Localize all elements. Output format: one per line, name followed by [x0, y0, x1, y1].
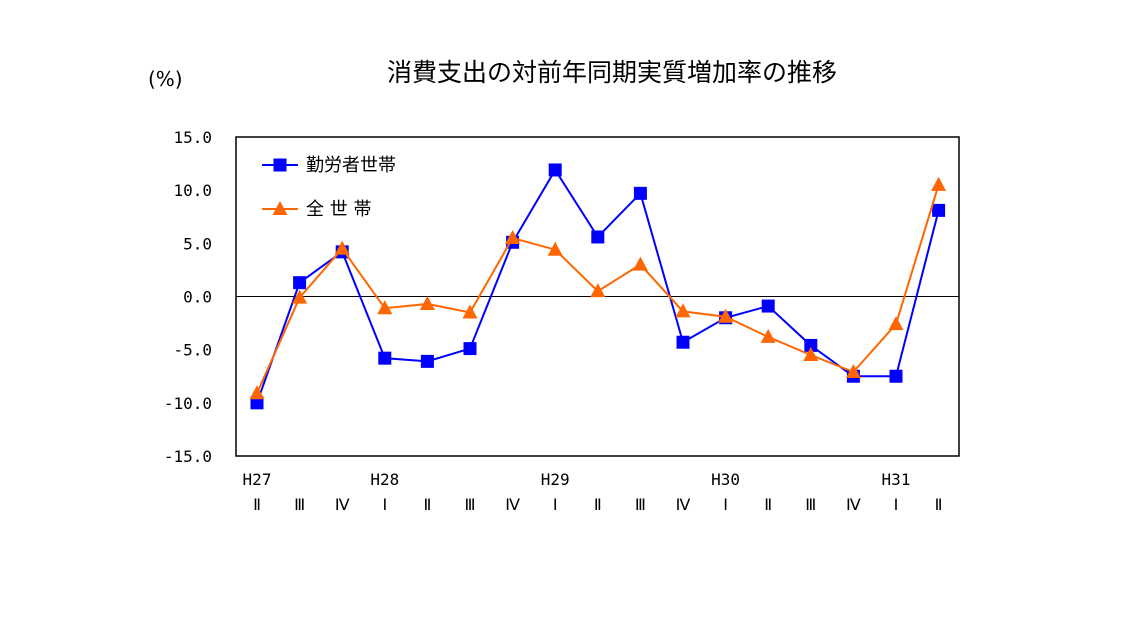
data-point	[804, 338, 818, 352]
legend-label: 勤労者世帯	[306, 155, 396, 176]
x-quarter-label: Ⅲ	[464, 495, 475, 514]
x-quarter-label: Ⅳ	[676, 495, 691, 514]
data-point	[931, 176, 947, 191]
data-point	[889, 369, 903, 383]
chart-title: 消費支出の対前年同期実質増加率の推移	[387, 58, 837, 87]
x-quarter-label: Ⅳ	[846, 495, 861, 514]
y-axis: 15.0 10.0 5.0 0.0 -5.0 -10.0 -15.0	[164, 128, 212, 466]
data-point	[718, 308, 734, 323]
data-point	[803, 346, 819, 361]
data-point	[632, 256, 648, 271]
data-point	[250, 396, 264, 410]
y-tick-label: -5.0	[173, 341, 212, 360]
data-point	[419, 295, 435, 310]
legend-marker	[273, 158, 287, 172]
data-point	[463, 342, 477, 356]
x-quarter-label: Ⅱ	[594, 495, 602, 514]
data-point	[548, 163, 562, 177]
y-tick-label: -10.0	[164, 394, 212, 413]
data-point	[547, 241, 563, 256]
data-point	[590, 283, 606, 298]
data-point	[676, 335, 690, 349]
data-point	[845, 363, 861, 378]
x-year-label: H28	[370, 470, 399, 489]
x-quarter-label: Ⅰ	[723, 495, 728, 514]
data-point	[293, 276, 307, 290]
legend-item: 勤労者世帯	[262, 155, 396, 176]
series-2	[249, 176, 947, 400]
data-point	[377, 300, 393, 315]
x-year-label: H29	[541, 470, 570, 489]
data-point	[378, 351, 392, 365]
x-quarter-label: Ⅱ	[423, 495, 431, 514]
x-quarter-label: Ⅰ	[553, 495, 558, 514]
x-quarter-label: Ⅰ	[382, 495, 387, 514]
data-point	[334, 240, 350, 255]
data-point	[888, 316, 904, 331]
data-point	[675, 303, 691, 318]
x-quarter-label: Ⅱ	[935, 495, 943, 514]
data-point	[761, 299, 775, 313]
y-tick-label: -15.0	[164, 447, 212, 466]
y-tick-label: 15.0	[173, 128, 212, 147]
legend-marker	[272, 201, 288, 215]
x-quarter-label: Ⅳ	[335, 495, 350, 514]
x-quarter-label: Ⅳ	[505, 495, 520, 514]
x-quarter-label: Ⅱ	[253, 495, 261, 514]
data-point	[505, 230, 521, 245]
x-year-label: H31	[882, 470, 911, 489]
legend-label: 全 世 帯	[306, 199, 371, 220]
series-layer	[249, 163, 947, 410]
x-year-label: H30	[711, 470, 740, 489]
y-axis-unit: (%)	[148, 67, 183, 91]
x-quarter-label: Ⅰ	[894, 495, 899, 514]
y-tick-label: 0.0	[183, 288, 212, 307]
data-point	[249, 385, 265, 400]
x-quarter-label: Ⅲ	[294, 495, 305, 514]
x-quarter-label: Ⅲ	[635, 495, 646, 514]
data-point	[760, 328, 776, 343]
x-year-label: H27	[243, 470, 272, 489]
y-tick-label: 5.0	[183, 234, 212, 253]
data-point	[292, 289, 308, 304]
data-point	[591, 230, 605, 244]
data-point	[932, 203, 946, 217]
legend-item: 全 世 帯	[262, 199, 371, 220]
data-point	[633, 186, 647, 200]
x-quarter-label: Ⅲ	[805, 495, 816, 514]
data-point	[420, 354, 434, 368]
y-tick-label: 10.0	[173, 181, 212, 200]
data-point	[462, 304, 478, 319]
x-axis: H27 Ⅱ Ⅲ Ⅳ H28 Ⅰ Ⅱ Ⅲ Ⅳ H29 Ⅰ Ⅱ Ⅲ Ⅳ H30 Ⅰ Ⅱ Ⅲ Ⅳ H31 Ⅰ Ⅱ	[243, 470, 943, 514]
x-quarter-label: Ⅱ	[764, 495, 772, 514]
